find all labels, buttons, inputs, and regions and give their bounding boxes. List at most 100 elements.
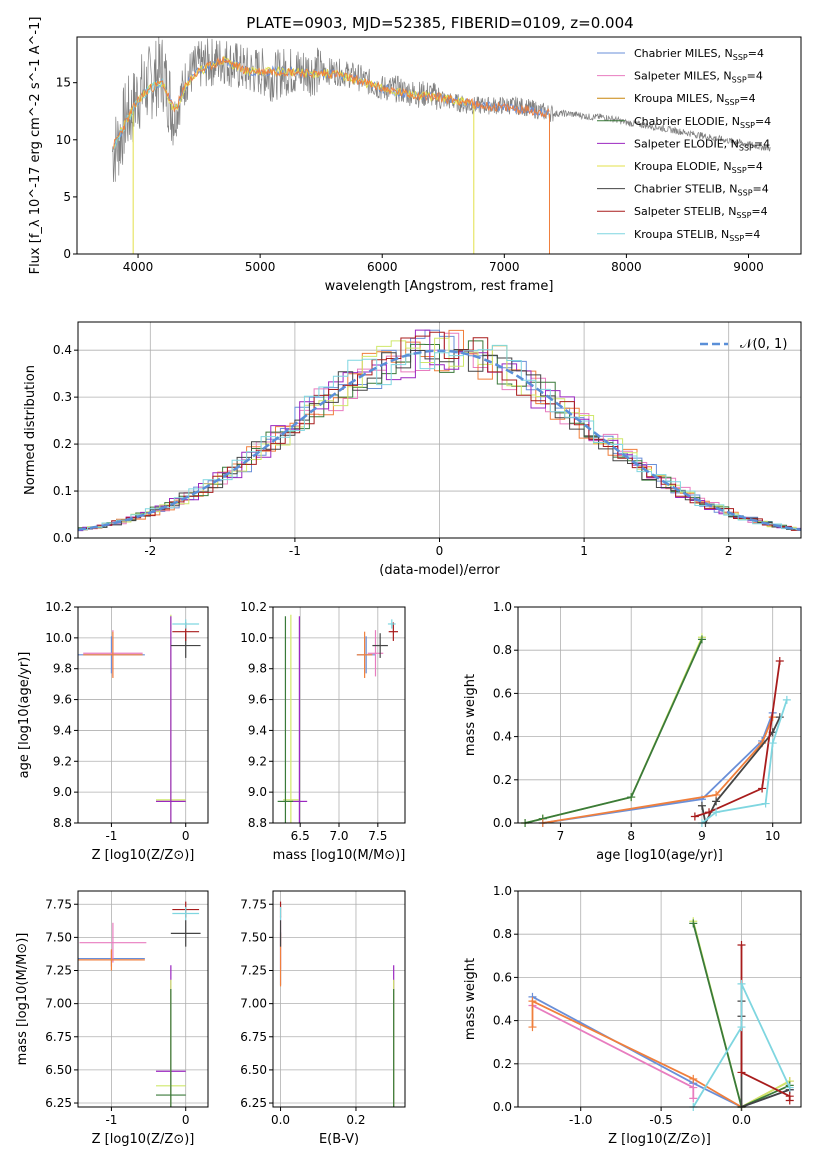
y-tick-label: 0.4 xyxy=(493,1014,512,1028)
x-tick-label: 0.2 xyxy=(346,1113,365,1127)
x-axis-label: Z [log10(Z/Z⊙)] xyxy=(92,848,195,863)
y-tick-label: 9.6 xyxy=(248,693,267,707)
mass-weight-point-marker xyxy=(712,808,721,817)
spectrum-panel: 4000 5000 6000 7000 8000 9000 0 5 10 15 wavelength… xyxy=(28,17,802,294)
y-tick-label: 6.25 xyxy=(240,1096,267,1110)
plot-frame xyxy=(517,890,802,1108)
y-tick-label: 0 xyxy=(63,247,71,261)
legend-entry: 𝒩(0, 1) xyxy=(740,337,787,352)
y-tick-label: 9.2 xyxy=(248,754,267,768)
y-tick-label: 0.4 xyxy=(53,343,72,357)
y-tick-label: 6.75 xyxy=(45,1030,72,1044)
y-tick-label: 9.6 xyxy=(53,693,72,707)
y-tick-label: 0.6 xyxy=(493,686,512,700)
x-tick-label: 1 xyxy=(580,544,588,558)
y-tick-label: 8.8 xyxy=(248,816,267,830)
mass-weight-vs-metallicity-panel: -1.0 -0.5 0.0 0.0 0.2 0.4 0.6 0.8 1.0 Z [log10(Z/… xyxy=(463,884,802,1147)
y-tick-label: 0.0 xyxy=(493,816,512,830)
legend-entry: Salpeter ELODIE, NSSP=4 xyxy=(634,137,770,152)
legend-entry-value: =4 xyxy=(748,47,764,60)
mass-weight-point-marker xyxy=(689,919,698,928)
y-tick-label: 10 xyxy=(56,133,71,147)
x-axis-label: wavelength [Angstrom, rest frame] xyxy=(325,279,554,294)
legend-entry-subscript: SSP xyxy=(732,166,747,175)
x-tick-label: 0 xyxy=(436,544,444,558)
mass-weight-point-marker xyxy=(712,797,721,806)
x-tick-label: -1.0 xyxy=(569,1113,592,1127)
y-tick-label: 9.0 xyxy=(248,785,267,799)
y-tick-label: 10.2 xyxy=(240,600,267,614)
y-tick-label: 6.25 xyxy=(45,1096,72,1110)
residual-histogram-step xyxy=(78,344,801,531)
legend-entry: Chabrier MILES, NSSP=4 xyxy=(634,47,764,62)
y-tick-label: 0.0 xyxy=(53,531,72,545)
legend-entry: Salpeter MILES, NSSP=4 xyxy=(634,70,763,85)
legend-entry: Kroupa STELIB, NSSP=4 xyxy=(634,228,760,243)
mass-weight-point-marker xyxy=(697,801,706,810)
y-tick-label: 0.2 xyxy=(493,773,512,787)
plot-frame xyxy=(77,606,209,824)
age-vs-metallicity-panel: -1 0 8.8 9.0 9.2 9.4 9.6 9.8 10.0 10.2 Z [log10(Z/… xyxy=(17,600,209,863)
y-tick-label: 15 xyxy=(56,76,71,90)
mass-weight-point-marker xyxy=(737,941,746,949)
residuals-panel: -2 -1 0 1 2 0.0 0.1 0.2 0.3 0.4 (data-model)/error… xyxy=(23,321,802,578)
x-tick-label: -1 xyxy=(105,829,117,843)
y-tick-label: 0.8 xyxy=(493,643,512,657)
legend-entry-value: =4 xyxy=(755,115,771,128)
y-tick-label: 8.8 xyxy=(53,816,72,830)
legend-entry-name: Kroupa ELODIE, N xyxy=(634,160,732,173)
legend-entry-subscript: SSP xyxy=(724,98,739,107)
y-axis-label: mass [log10(M/M⊙)] xyxy=(15,933,30,1066)
mass-weight-point-marker xyxy=(528,997,537,1006)
y-tick-label: 7.25 xyxy=(45,964,72,978)
x-axis-label: Z [log10(Z/Z⊙)] xyxy=(608,1132,711,1147)
y-tick-label: 0.4 xyxy=(493,730,512,744)
model-spectrum-line xyxy=(113,56,550,149)
legend-entry-value: =4 xyxy=(747,70,763,83)
mass-weight-point-marker xyxy=(761,799,770,808)
x-tick-label: -1 xyxy=(105,1113,117,1127)
legend-entry-value: =4 xyxy=(753,183,769,196)
plot-frame xyxy=(272,606,406,824)
legend-entry-name: Salpeter STELIB, N xyxy=(634,205,736,218)
legend-entry: Kroupa MILES, NSSP=4 xyxy=(634,92,756,107)
mass-weight-point-marker xyxy=(689,1083,698,1092)
mass-weight-series-line xyxy=(532,1004,695,1099)
y-tick-label: 6.50 xyxy=(45,1063,72,1077)
legend-entry: Chabrier STELIB, NSSP=4 xyxy=(634,183,769,198)
x-axis-label: mass [log10(M/M⊙)] xyxy=(273,848,406,863)
x-tick-label: 2 xyxy=(725,544,733,558)
y-tick-label: 9.2 xyxy=(53,754,72,768)
plot-frame xyxy=(77,321,802,539)
x-tick-label: 9000 xyxy=(733,260,764,274)
y-tick-label: 6.50 xyxy=(240,1063,267,1077)
y-tick-label: 0.0 xyxy=(493,1100,512,1114)
y-tick-label: 6.75 xyxy=(240,1030,267,1044)
y-tick-label: 0.8 xyxy=(493,927,512,941)
x-tick-label: -2 xyxy=(144,544,156,558)
y-tick-label: 7.75 xyxy=(45,897,72,911)
residual-histogram-step xyxy=(78,331,801,531)
y-tick-label: 7.25 xyxy=(240,964,267,978)
mass-weight-series-line xyxy=(524,636,703,824)
figure-title: PLATE=0903, MJD=52385, FIBERID=0109, z=0… xyxy=(246,14,633,32)
y-tick-label: 9.4 xyxy=(53,723,72,737)
y-tick-label: 10.0 xyxy=(45,631,72,645)
legend-entry-name: Chabrier ELODIE, N xyxy=(634,115,740,128)
legend-entry-name: Kroupa STELIB, N xyxy=(634,228,729,241)
mass-weight-point-marker xyxy=(689,1094,698,1103)
y-tick-label: 9.8 xyxy=(248,662,267,676)
y-tick-label: 1.0 xyxy=(493,884,512,898)
x-tick-label: -1 xyxy=(289,544,301,558)
y-tick-label: 0.1 xyxy=(53,484,72,498)
y-tick-label: 7.00 xyxy=(45,997,72,1011)
model-spectrum-line xyxy=(113,56,549,151)
y-axis-label: age [log10(age/yr)] xyxy=(17,652,32,779)
mass-weight-series-line xyxy=(542,716,774,824)
mass-weight-series-line xyxy=(740,945,791,1101)
x-tick-label: 8000 xyxy=(611,260,642,274)
y-tick-label: 10.0 xyxy=(240,631,267,645)
x-tick-label: 4000 xyxy=(123,260,154,274)
legend-entry-name: Salpeter MILES, N xyxy=(634,70,732,83)
